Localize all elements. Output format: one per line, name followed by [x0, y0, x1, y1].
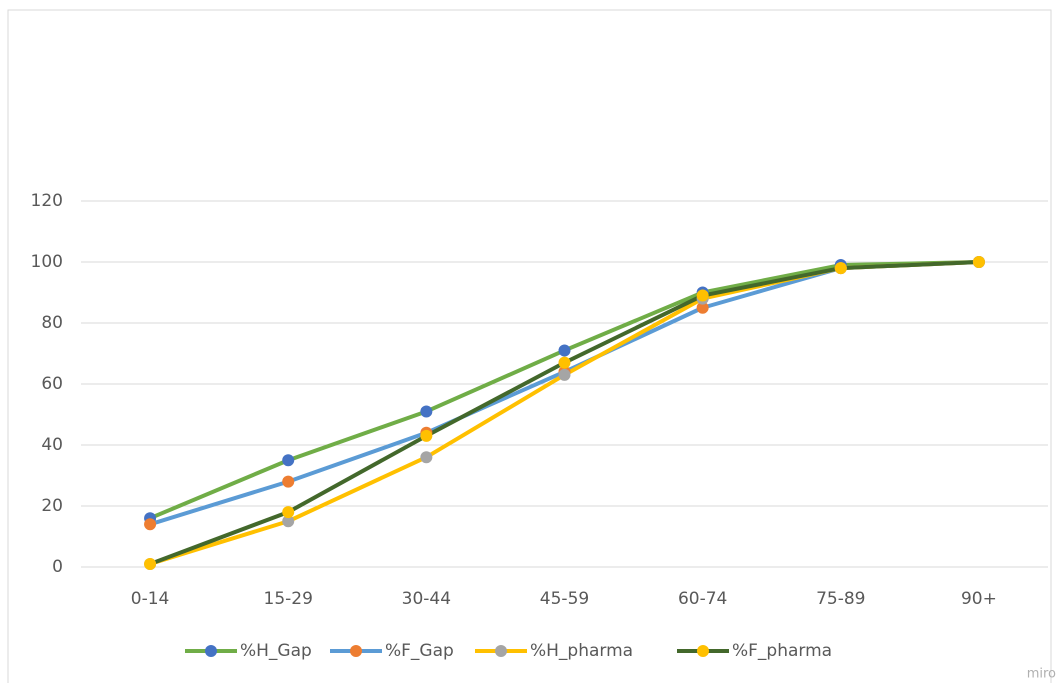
chart-border — [7, 9, 1052, 683]
marker — [420, 429, 433, 442]
legend-label: %F_pharma — [732, 641, 832, 661]
legend-marker — [697, 645, 709, 657]
legend-label: %F_Gap — [385, 641, 454, 661]
y-tick-label: 40 — [41, 435, 63, 455]
y-tick-label: 20 — [41, 496, 63, 516]
x-tick-label: 0-14 — [131, 589, 170, 609]
marker — [834, 262, 847, 275]
y-tick-label: 80 — [41, 313, 63, 333]
marker — [282, 454, 295, 467]
x-tick-label: 15-29 — [264, 589, 313, 609]
marker — [696, 289, 709, 302]
marker — [558, 368, 571, 381]
y-tick-label: 0 — [52, 557, 63, 577]
marker — [144, 518, 157, 531]
marker — [282, 515, 295, 528]
y-tick-label: 100 — [31, 252, 63, 272]
marker — [972, 256, 985, 268]
legend-label: %H_pharma — [530, 641, 633, 661]
legend-marker — [495, 645, 507, 657]
x-tick-label: 45-59 — [540, 589, 589, 609]
x-tick-label: 60-74 — [678, 589, 727, 609]
marker — [144, 557, 157, 570]
watermark: miro — [1027, 667, 1056, 682]
marker — [420, 405, 433, 418]
y-tick-label: 60 — [41, 374, 63, 394]
legend-marker — [205, 645, 217, 657]
x-tick-label: 75-89 — [816, 589, 865, 609]
marker — [558, 344, 571, 357]
y-tick-label: 120 — [31, 191, 63, 211]
marker — [558, 356, 571, 369]
marker — [420, 451, 433, 464]
marker — [282, 475, 295, 488]
legend-label: %H_Gap — [240, 641, 312, 661]
marker — [696, 301, 709, 314]
x-tick-label: 90+ — [961, 589, 997, 609]
legend-marker — [350, 645, 362, 657]
marker — [282, 506, 295, 519]
x-tick-label: 30-44 — [402, 589, 451, 609]
